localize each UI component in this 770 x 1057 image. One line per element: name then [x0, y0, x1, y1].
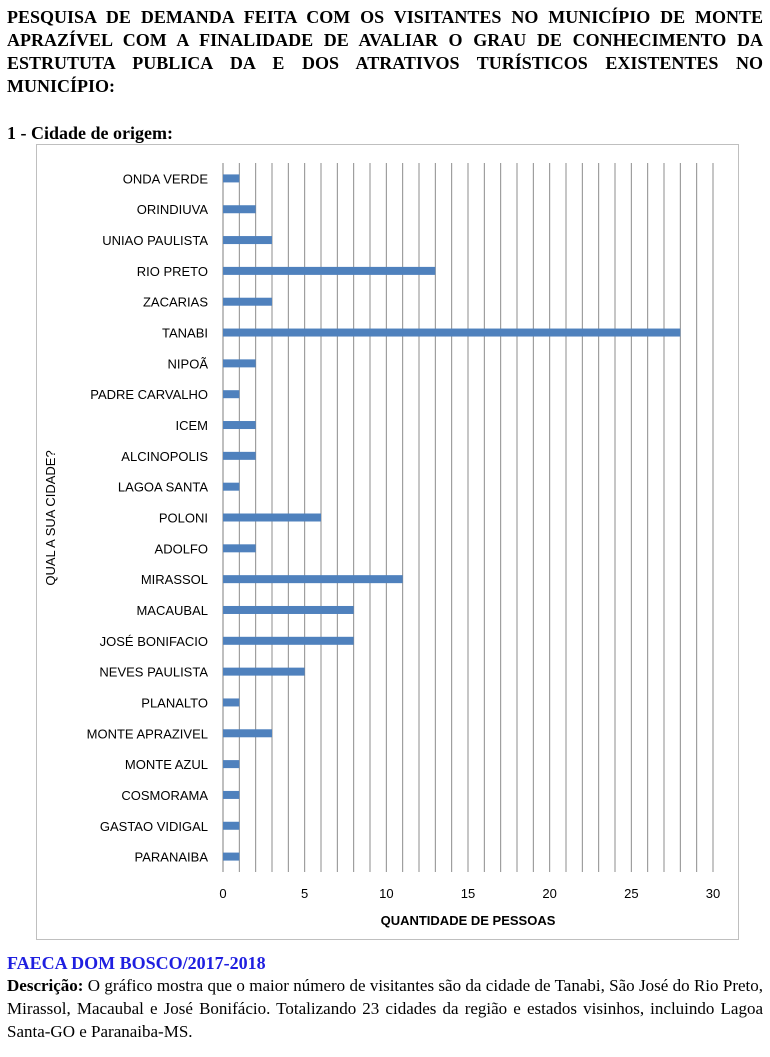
- description-text: O gráfico mostra que o maior número de v…: [7, 976, 763, 1041]
- bar: [223, 236, 272, 245]
- chart-bars: [223, 174, 681, 861]
- bar: [223, 575, 403, 584]
- category-label: PADRE CARVALHO: [90, 387, 208, 402]
- category-label: POLONI: [159, 511, 208, 526]
- bar: [223, 605, 354, 614]
- category-label: COSMORAMA: [121, 788, 208, 803]
- bar: [223, 297, 272, 306]
- chart-area: ONDA VERDE ORINDIUVA UNIAO PAULISTA RIO PRE…: [36, 144, 739, 940]
- y-axis-label: QUAL A SUA CIDADE?: [43, 450, 58, 585]
- category-label: ORINDIUVA: [137, 202, 209, 217]
- chart-grid: [222, 163, 714, 872]
- bar: [223, 421, 256, 430]
- bar: [223, 482, 240, 491]
- category-label: GASTAO VIDIGAL: [100, 819, 208, 834]
- bar: [223, 513, 321, 522]
- category-label: ALCINOPOLIS: [121, 449, 208, 464]
- description-label: Descrição:: [7, 976, 84, 995]
- bar: [223, 636, 354, 645]
- category-label: ICEM: [176, 418, 209, 433]
- bar: [223, 698, 240, 707]
- category-label: MONTE APRAZIVEL: [87, 726, 208, 741]
- bar: [223, 451, 256, 460]
- category-label: PLANALTO: [141, 695, 208, 710]
- category-label: MIRASSOL: [141, 572, 208, 587]
- bar: [223, 760, 240, 769]
- section-title: 1 - Cidade de origem:: [7, 123, 173, 143]
- bar: [223, 852, 240, 861]
- bar: [223, 266, 436, 275]
- category-label: UNIAO PAULISTA: [102, 233, 208, 248]
- x-tick-label: 10: [379, 886, 393, 901]
- bar: [223, 359, 256, 368]
- category-label: PARANAIBA: [135, 850, 209, 865]
- x-tick-label: 30: [706, 886, 720, 901]
- bar: [223, 790, 240, 799]
- category-label: TANABI: [162, 326, 208, 341]
- category-label: ONDA VERDE: [123, 171, 209, 186]
- bar: [223, 328, 681, 337]
- document-title: PESQUISA DE DEMANDA FEITA COM OS VISITAN…: [7, 7, 763, 96]
- category-label: ADOLFO: [155, 541, 208, 556]
- bar: [223, 174, 240, 183]
- bar: [223, 205, 256, 214]
- x-tick-label: 5: [301, 886, 308, 901]
- x-tick-label: 15: [461, 886, 475, 901]
- category-label: JOSÉ BONIFACIO: [100, 634, 208, 649]
- x-tick-labels: 0 5 10 15 20 25 30: [219, 886, 720, 901]
- bar: [223, 821, 240, 830]
- bar: [223, 729, 272, 738]
- bar: [223, 667, 305, 676]
- category-label: NIPOÃ: [168, 356, 209, 371]
- x-tick-label: 0: [219, 886, 226, 901]
- x-axis-label: QUANTIDADE DE PESSOAS: [381, 913, 556, 928]
- bar: [223, 544, 256, 553]
- organization-label: FAECA DOM BOSCO/2017-2018: [7, 953, 266, 973]
- category-label: MONTE AZUL: [125, 757, 208, 772]
- category-label: NEVES PAULISTA: [99, 665, 208, 680]
- category-label: ZACARIAS: [143, 295, 208, 310]
- category-label: RIO PRETO: [137, 264, 208, 279]
- bar-chart: ONDA VERDE ORINDIUVA UNIAO PAULISTA RIO PRE…: [43, 163, 720, 928]
- x-tick-label: 20: [542, 886, 556, 901]
- category-label: LAGOA SANTA: [118, 480, 208, 495]
- x-tick-label: 25: [624, 886, 638, 901]
- description: Descrição: O gráfico mostra que o maior …: [7, 974, 763, 1043]
- category-labels: ONDA VERDE ORINDIUVA UNIAO PAULISTA RIO PRE…: [87, 171, 209, 864]
- bar: [223, 390, 240, 399]
- category-label: MACAUBAL: [136, 603, 208, 618]
